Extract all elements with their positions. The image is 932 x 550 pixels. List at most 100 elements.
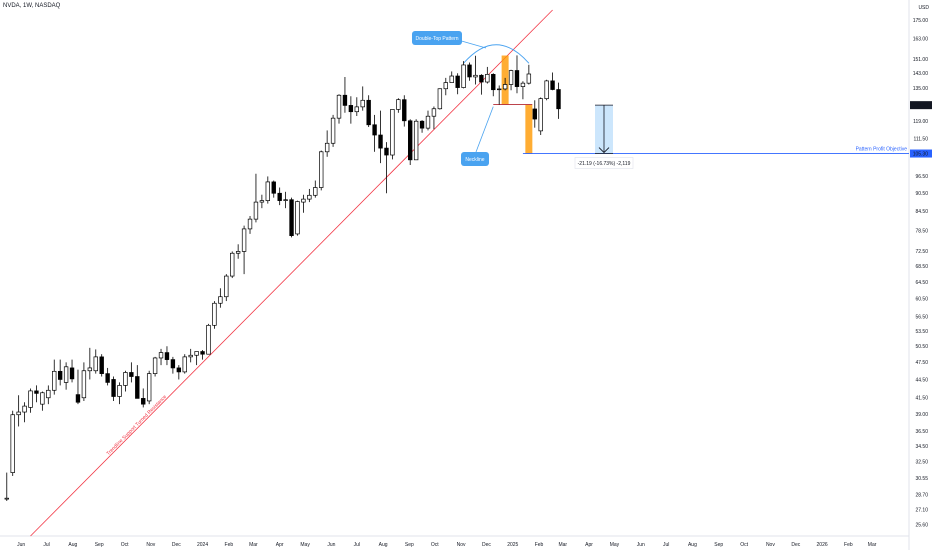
neckline-callout[interactable]	[461, 152, 489, 166]
candle-body	[99, 356, 104, 374]
candle-body	[271, 181, 276, 194]
candle-body	[75, 394, 81, 403]
candle-body	[152, 357, 158, 374]
price-tick-label: 72.50	[915, 249, 928, 255]
pattern-callout[interactable]	[412, 31, 462, 45]
candle-body	[34, 390, 39, 394]
time-tick-label: Jul	[354, 542, 360, 548]
candle-body	[69, 367, 75, 380]
price-tick-label: 25.60	[915, 522, 928, 528]
profit-objective-label: Pattern Profit Objective	[856, 147, 908, 153]
current-price-label: 126.63	[913, 103, 929, 109]
candle-body	[57, 370, 63, 380]
trendline-label: Trendline Support Turned Resistance	[106, 394, 169, 457]
candle-body	[384, 147, 389, 156]
candles-layer	[4, 55, 561, 501]
candle-body	[419, 120, 425, 129]
time-tick-label: Nov	[457, 542, 466, 548]
candle-body	[241, 228, 247, 252]
time-tick-label: Sep	[714, 542, 723, 548]
candle-body	[283, 199, 288, 201]
current-price-badge	[910, 101, 932, 110]
time-axis[interactable]: Jun Jul Aug Sep Oct Nov Dec 2024 Feb Mar Apr May Jun…	[17, 542, 877, 548]
candle-body	[188, 354, 193, 358]
time-tick-label: Mar	[249, 542, 258, 548]
candle-body	[295, 201, 300, 235]
time-tick-label: 2024	[197, 542, 208, 548]
candle-body	[194, 351, 199, 356]
candle-body	[259, 200, 265, 203]
target-price-label: 105.30	[913, 151, 929, 157]
time-tick-label: 2025	[507, 542, 518, 548]
time-tick-label: May	[610, 542, 620, 548]
time-tick-label: Oct	[740, 542, 748, 548]
overlay-layer: -21.19 (-16.73%) -2,119 126.63 105.30	[574, 101, 932, 169]
candle-body	[265, 181, 271, 201]
annotation-layer: Neckline Double-Top Pattern Pattern Profit…	[412, 31, 909, 166]
price-tick-label: 143.00	[913, 71, 929, 77]
price-tick-label: 41.50	[915, 396, 928, 402]
candle-body	[123, 372, 128, 386]
price-tick-label: 47.50	[915, 360, 928, 366]
candle-body	[4, 497, 9, 500]
price-tick-label: 151.00	[913, 57, 929, 63]
time-tick-label: Jun	[637, 542, 645, 548]
candle-body	[390, 109, 395, 156]
neckline-callout-pointer	[475, 106, 494, 153]
pattern-callout-label: Double-Top Pattern	[415, 36, 458, 42]
time-tick-label: Aug	[688, 542, 697, 548]
price-tick-label: 34.50	[915, 444, 928, 450]
price-tick-label: 135.00	[913, 86, 929, 92]
time-tick-label: Feb	[225, 542, 234, 548]
time-tick-label: Dec	[791, 542, 800, 548]
candle-body	[538, 98, 543, 132]
candle-body	[366, 99, 371, 126]
price-axis[interactable]: 25.60 27.10 28.70 30.55 32.50 34.50 36.50 39.00…	[913, 18, 929, 528]
price-tick-label: 39.00	[915, 412, 928, 418]
candle-body	[360, 99, 365, 108]
time-tick-label: Jul	[663, 542, 669, 548]
trendline[interactable]	[30, 9, 553, 537]
price-tick-label: 96.50	[915, 174, 928, 180]
measure-readout-box	[574, 157, 634, 169]
candle-body	[277, 192, 282, 201]
time-tick-label: Apr	[276, 542, 284, 548]
candle-body	[129, 372, 134, 377]
candle-body	[87, 367, 93, 372]
candle-body	[467, 64, 472, 78]
candle-body	[313, 187, 318, 196]
currency-label: USD	[918, 5, 929, 11]
candle-body	[111, 379, 116, 397]
candle-body	[319, 151, 324, 188]
candle-body	[182, 356, 187, 373]
candle-body	[413, 120, 419, 161]
price-tick-label: 53.50	[915, 329, 928, 335]
breakdown-highlight	[525, 104, 533, 154]
candle-body	[396, 99, 401, 110]
candle-body	[307, 194, 312, 200]
candle-body	[336, 94, 342, 119]
candle-body	[544, 80, 549, 100]
time-tick-label: Apr	[585, 542, 593, 548]
price-tick-label: 68.50	[915, 264, 928, 270]
candle-body	[348, 105, 354, 113]
price-tick-label: 163.00	[913, 37, 929, 43]
time-tick-label: Jun	[17, 542, 25, 548]
candle-body	[117, 385, 122, 397]
time-tick-label: Mar	[868, 542, 877, 548]
candle-body	[301, 198, 306, 203]
price-tick-label: 90.50	[915, 191, 928, 197]
candle-body	[253, 201, 259, 220]
candle-body	[514, 70, 520, 87]
candle-body	[532, 108, 537, 120]
time-tick-label: Mar	[558, 542, 567, 548]
candle-body	[437, 88, 443, 110]
price-tick-label: 111.50	[913, 136, 928, 142]
price-tick-label: 50.50	[915, 344, 928, 350]
candle-body	[16, 411, 21, 416]
candle-body	[556, 89, 561, 110]
candle-body	[135, 376, 140, 399]
time-tick-label: Sep	[95, 542, 104, 548]
candle-body	[10, 414, 15, 473]
